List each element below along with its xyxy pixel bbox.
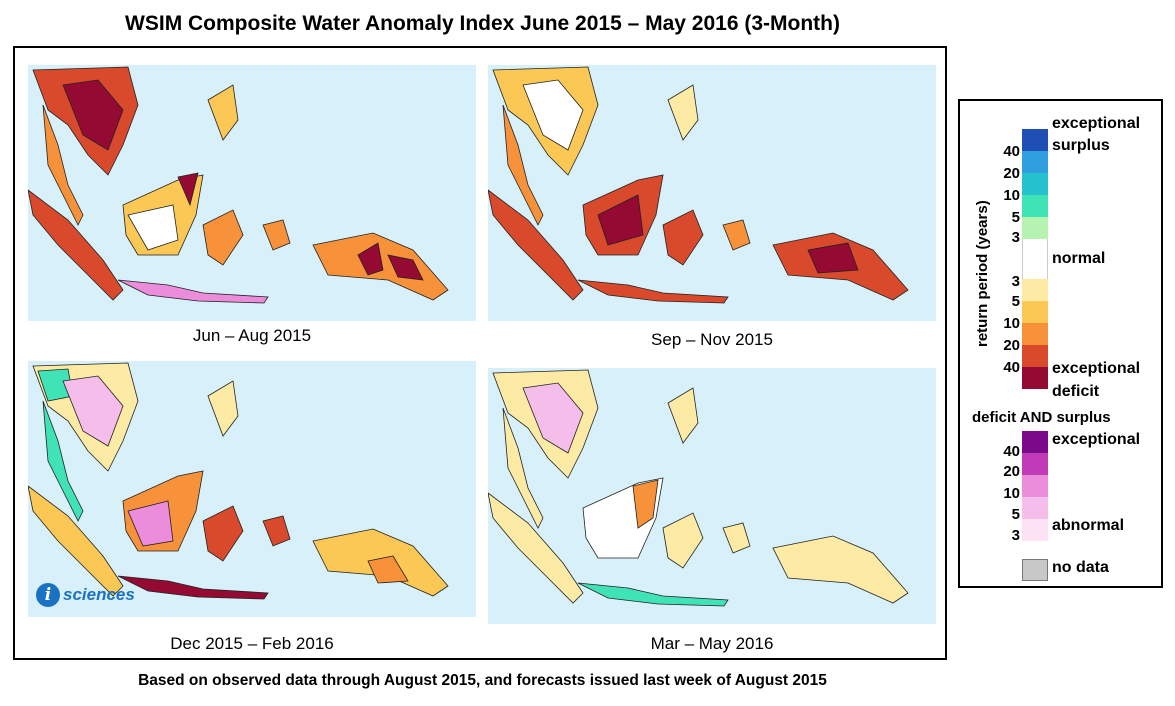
legend-swatch-deficit-5 (1022, 301, 1048, 323)
legend-tick-deficit-10: 10 (1003, 315, 1020, 332)
legend-swatch-both-5 (1022, 497, 1048, 519)
legend-label-exceptional-surplus-2: surplus (1052, 137, 1110, 154)
legend-swatch-deficit-40 (1022, 367, 1048, 389)
legend-tick-both-3: 3 (1011, 527, 1020, 544)
panel-caption-1: Jun – Aug 2015 (192, 326, 312, 345)
legend-swatch-surplus-3 (1022, 217, 1048, 239)
map-panel-jun-aug-2015 (28, 65, 476, 321)
map-panel-mar-may-2016 (488, 368, 936, 624)
legend-swatch-both-10 (1022, 475, 1048, 497)
map-dec-2015-feb-2016 (28, 362, 449, 600)
legend-tick-surplus-3: 3 (1011, 229, 1020, 246)
legend-swatch-surplus-10 (1022, 173, 1048, 195)
legend-swatch-deficit-10 (1022, 323, 1048, 345)
legend-tick-surplus-20: 20 (1003, 165, 1020, 182)
map-grid-frame: Jun – Aug 2015 Sep – Nov 2015 (13, 46, 947, 660)
legend-swatch-both-3 (1022, 519, 1048, 541)
legend-swatch-deficit-3 (1022, 279, 1048, 301)
legend-label-exceptional-deficit-1: exceptional (1052, 360, 1141, 377)
legend-swatch-surplus-20 (1022, 151, 1048, 173)
legend-section-deficit-and-surplus: deficit AND surplus (972, 409, 1111, 426)
legend-tick-both-10: 10 (1003, 485, 1020, 502)
legend-tick-deficit-5: 5 (1011, 293, 1020, 310)
map-mar-may-2016 (488, 369, 909, 607)
legend-label-no-data: no data (1052, 559, 1109, 576)
legend-swatch-deficit-20 (1022, 345, 1048, 367)
legend-swatch-no-data (1022, 559, 1048, 581)
isciences-logo: i sciences (36, 581, 156, 611)
legend-swatch-surplus-40 (1022, 129, 1048, 151)
legend-label-both-exceptional: exceptional (1052, 431, 1141, 448)
map-title: WSIM Composite Water Anomaly Index June … (125, 12, 840, 35)
isciences-logo-mark: i (36, 583, 60, 607)
legend-swatch-both-20 (1022, 453, 1048, 475)
isciences-logo-text: sciences (63, 585, 135, 604)
legend-swatch-both-40 (1022, 431, 1048, 453)
legend-swatch-surplus-5 (1022, 195, 1048, 217)
map-panel-dec-2015-feb-2016: i sciences (28, 361, 476, 617)
map-panel-sep-nov-2015 (488, 65, 936, 321)
legend-swatch-normal (1022, 239, 1048, 279)
legend-tick-both-40: 40 (1003, 443, 1020, 460)
legend-tick-surplus-5: 5 (1011, 209, 1020, 226)
panel-caption-2: Sep – Nov 2015 (651, 330, 773, 349)
legend-tick-surplus-10: 10 (1003, 187, 1020, 204)
legend-tick-both-5: 5 (1011, 506, 1020, 523)
legend-label-exceptional-deficit-2: deficit (1052, 383, 1100, 400)
legend-tick-deficit-3: 3 (1011, 273, 1020, 290)
legend-label-exceptional-surplus-1: exceptional (1052, 115, 1141, 132)
panel-caption-3: Dec 2015 – Feb 2016 (170, 634, 334, 653)
legend-label-both-abnormal: abnormal (1052, 517, 1125, 534)
legend-tick-surplus-40: 40 (1003, 143, 1020, 160)
legend-label-normal: normal (1052, 250, 1106, 267)
legend-tick-deficit-40: 40 (1003, 359, 1020, 376)
legend-tick-both-20: 20 (1003, 463, 1020, 480)
map-legend: return period (years) exceptional surplu… (958, 99, 1163, 588)
panel-caption-4: Mar – May 2016 (650, 634, 774, 653)
footnote: Based on observed data through August 20… (138, 672, 827, 689)
map-jun-aug-2015 (28, 66, 449, 304)
legend-tick-deficit-20: 20 (1003, 337, 1020, 354)
map-sep-nov-2015 (488, 66, 909, 304)
